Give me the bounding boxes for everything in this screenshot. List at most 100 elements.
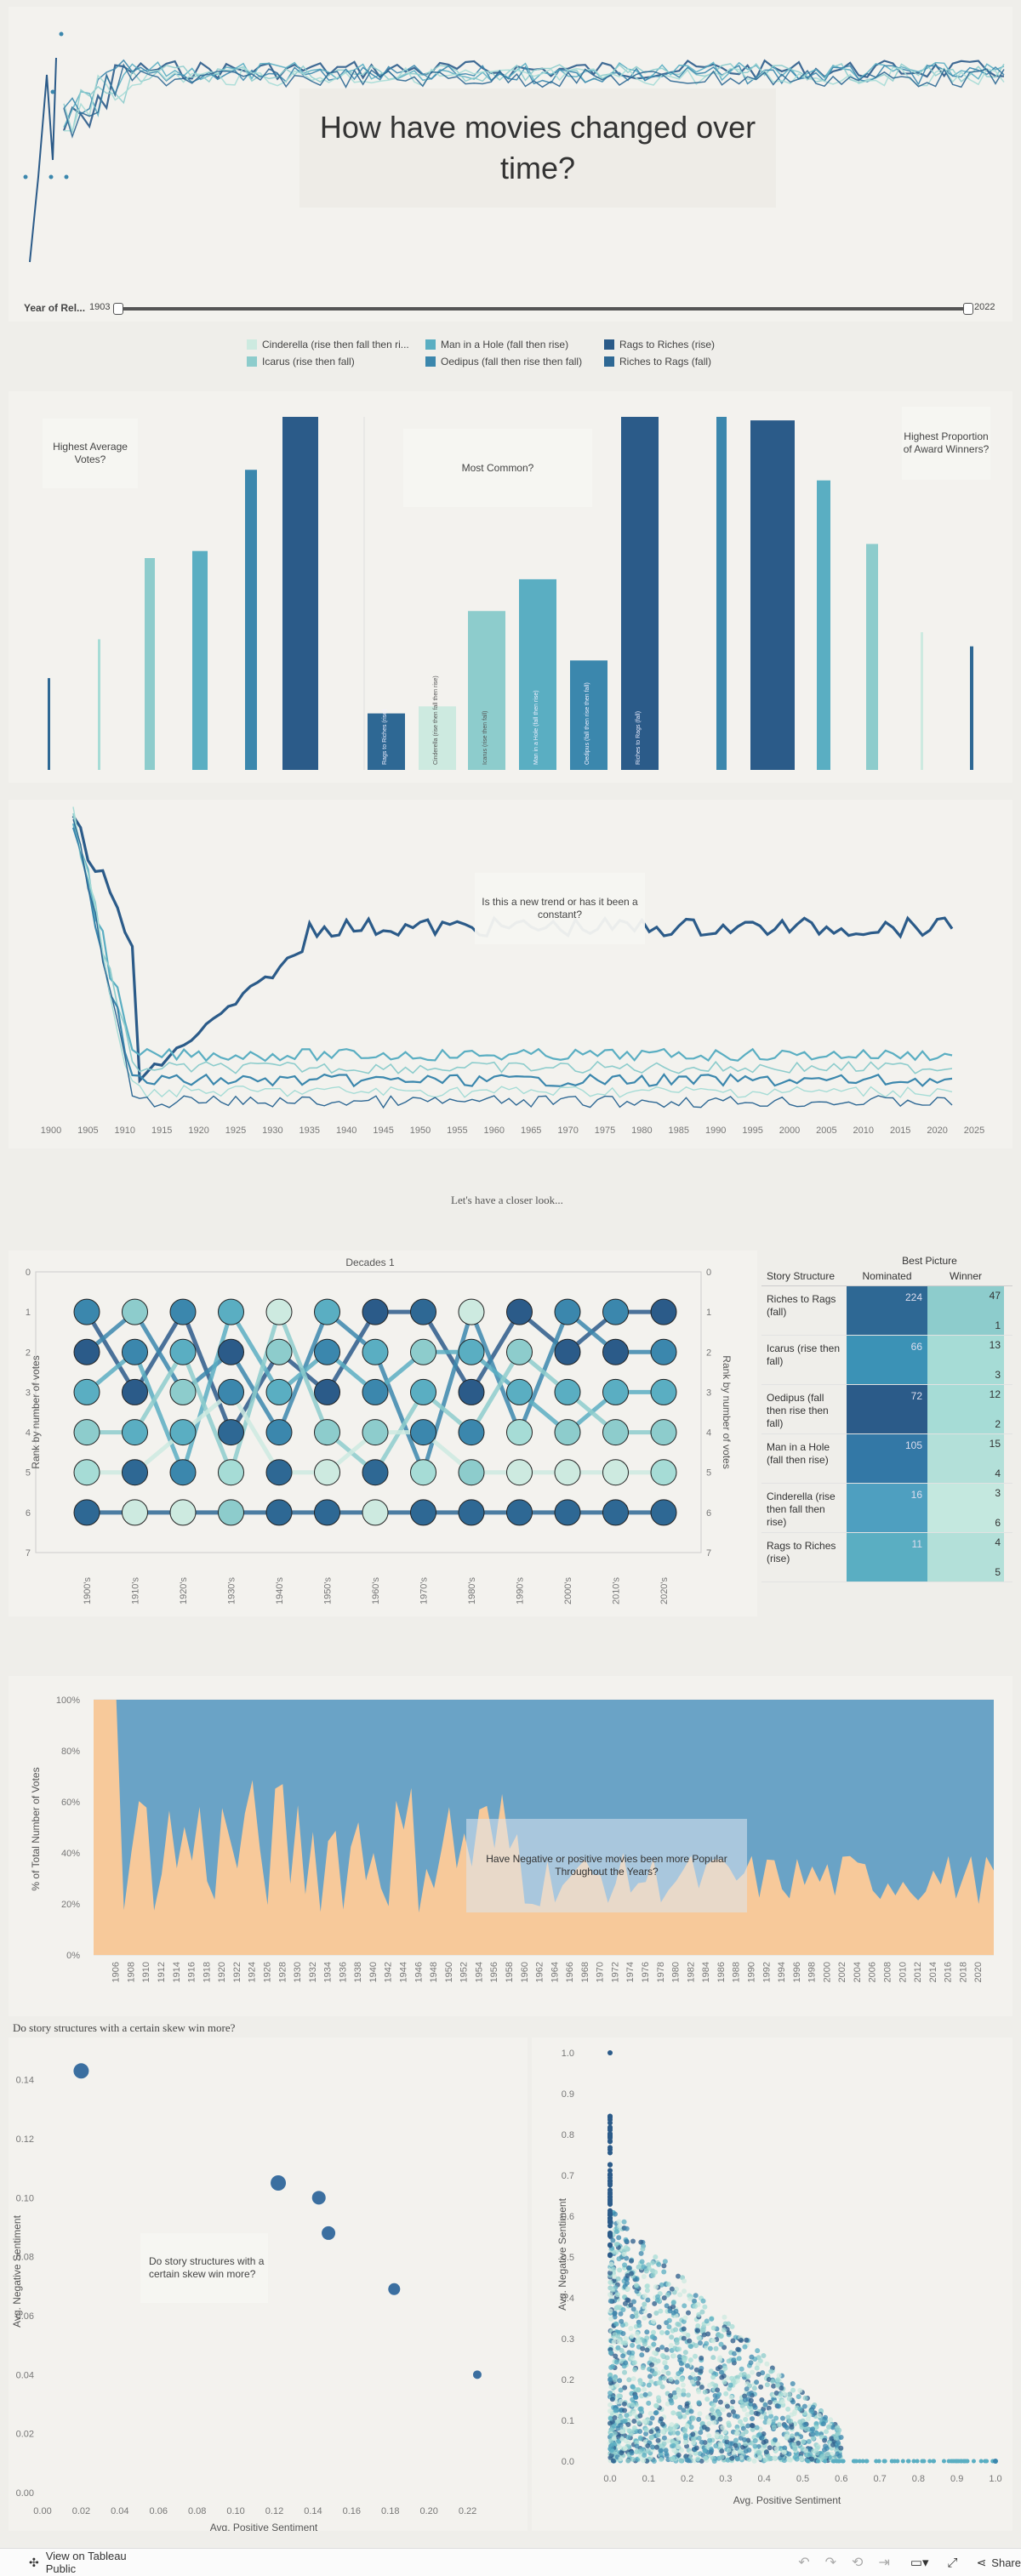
scatter-point xyxy=(637,2380,643,2386)
slider-handle-left[interactable] xyxy=(113,303,123,315)
scatter-point xyxy=(655,2294,661,2300)
scatter-point xyxy=(613,2229,619,2235)
scatter-point xyxy=(809,2456,815,2462)
scatter-point xyxy=(796,2394,801,2400)
winner-bottom: 3 xyxy=(995,1369,1001,1381)
scatter-point xyxy=(643,2268,649,2274)
scatter-point xyxy=(612,2310,618,2316)
x-tick-label: 1930 xyxy=(293,1962,303,1982)
scatter-point xyxy=(779,2415,785,2421)
scatter-point xyxy=(696,2311,702,2317)
scatter-point xyxy=(643,2427,649,2433)
legend-item[interactable]: Icarus (rise then fall) xyxy=(247,356,425,368)
scatter-point xyxy=(789,2433,795,2439)
bump-node xyxy=(506,1419,533,1446)
scatter-point xyxy=(798,2455,804,2461)
scatter-point xyxy=(752,2404,758,2410)
bump-node xyxy=(314,1298,340,1325)
y-tick-label: 0.08 xyxy=(16,2253,34,2263)
scatter-point xyxy=(636,2419,642,2425)
undo-icon[interactable]: ↶ xyxy=(798,2556,810,2570)
x-tick-label: 1978 xyxy=(656,1962,666,1982)
redo-icon[interactable]: ↷ xyxy=(824,2556,837,2570)
bump-node xyxy=(265,1298,293,1325)
bump-node xyxy=(122,1298,148,1325)
scatter-point xyxy=(647,2374,653,2379)
scatter-point xyxy=(637,2428,643,2434)
slider-label: Year of Rel... xyxy=(24,302,86,314)
year-slider-track[interactable] xyxy=(119,307,970,311)
scatter-point xyxy=(607,2182,613,2188)
bump-node xyxy=(506,1499,533,1526)
x-axis-label: Avg. Positive Sentiment xyxy=(210,2522,318,2531)
page-title: How have movies changed over time? xyxy=(299,88,776,208)
scatter-point xyxy=(655,2432,661,2438)
scatter-point xyxy=(860,2459,865,2464)
scatter-point xyxy=(822,2437,828,2443)
legend-item[interactable]: Man in a Hole (fall then rise) xyxy=(425,339,604,350)
y-tick-label: 0% xyxy=(66,1951,80,1961)
scatter-point xyxy=(607,2390,613,2396)
scatter-point xyxy=(740,2431,746,2437)
scatter-point xyxy=(802,2422,808,2428)
scatter-point xyxy=(682,2428,687,2434)
scatter-point xyxy=(607,2292,613,2298)
scatter-point xyxy=(749,2354,755,2360)
decade-label: 2010's xyxy=(612,1576,622,1604)
scatter-point xyxy=(796,2440,801,2446)
scatter-point xyxy=(965,2459,970,2464)
scatter-point xyxy=(612,2332,618,2338)
share-button[interactable]: Share xyxy=(991,2556,1021,2569)
scatter-point xyxy=(733,2442,739,2448)
scatter-point xyxy=(630,2306,636,2312)
winner-top: 4 xyxy=(995,1536,1001,1548)
x-tick-label: 1962 xyxy=(535,1962,545,1982)
scatter-point xyxy=(741,2407,747,2413)
scatter-point xyxy=(636,2448,642,2454)
note-trend: Is this a new trend or has it been a con… xyxy=(475,873,645,944)
scatter-point xyxy=(629,2450,635,2456)
scatter-point xyxy=(830,2442,836,2448)
pause-icon[interactable]: ⇥ xyxy=(878,2556,890,2570)
x-tick-label: 1945 xyxy=(373,1126,393,1136)
scatter-point xyxy=(716,2391,722,2397)
x-tick-label: 2014 xyxy=(928,1962,938,1982)
scatter-point xyxy=(681,2335,687,2341)
legend-item[interactable]: Riches to Rags (fall) xyxy=(604,356,740,368)
share-icon[interactable]: ⋖ xyxy=(976,2555,987,2569)
comment-icon[interactable]: ▭▾ xyxy=(910,2556,929,2570)
slider-handle-right[interactable] xyxy=(963,303,973,315)
view-on-tableau-link[interactable]: View on Tableau Public xyxy=(45,2550,127,2575)
scatter-point xyxy=(672,2394,678,2400)
row-structure-name: Man in a Hole (fall then rise) xyxy=(767,1441,830,1466)
scatter-point xyxy=(750,2369,756,2375)
bump-node xyxy=(410,1378,436,1405)
scatter-point xyxy=(607,2124,613,2130)
scatter-point xyxy=(659,2329,665,2335)
scatter-point xyxy=(644,2347,650,2353)
scatter-point xyxy=(681,2408,687,2414)
bar-label: Cinderella (rise then fall then rise) xyxy=(433,675,439,765)
x-tick-label: 1958 xyxy=(505,1962,515,1982)
y-tick-label: 0.8 xyxy=(562,2130,574,2140)
scatter-point xyxy=(661,2269,667,2275)
scatter-point xyxy=(628,2431,634,2437)
scatter-point xyxy=(472,2370,482,2379)
y-tick-label: 0.14 xyxy=(16,2076,34,2086)
table-row: Cinderella (rise then fall then rise) 16 3… xyxy=(761,1484,1012,1533)
x-tick-label: 2010 xyxy=(898,1962,908,1982)
scatter-point xyxy=(621,2401,627,2407)
scatter-point xyxy=(729,2455,735,2461)
legend-item[interactable]: Oedipus (fall then rise then fall) xyxy=(425,356,604,368)
scatter-point xyxy=(671,2448,677,2453)
revert-icon[interactable]: ⟲ xyxy=(852,2556,864,2570)
fullscreen-icon[interactable]: ⤢ xyxy=(947,2555,958,2570)
scatter-point xyxy=(690,2431,696,2437)
scatter-point xyxy=(607,2298,613,2304)
x-tick-label: 2018 xyxy=(958,1962,968,1982)
legend-item[interactable]: Rags to Riches (rise) xyxy=(604,339,740,350)
bump-node xyxy=(602,1459,629,1486)
legend-item[interactable]: Cinderella (rise then fall then ri... xyxy=(247,339,425,350)
bar-most-common xyxy=(419,706,456,770)
